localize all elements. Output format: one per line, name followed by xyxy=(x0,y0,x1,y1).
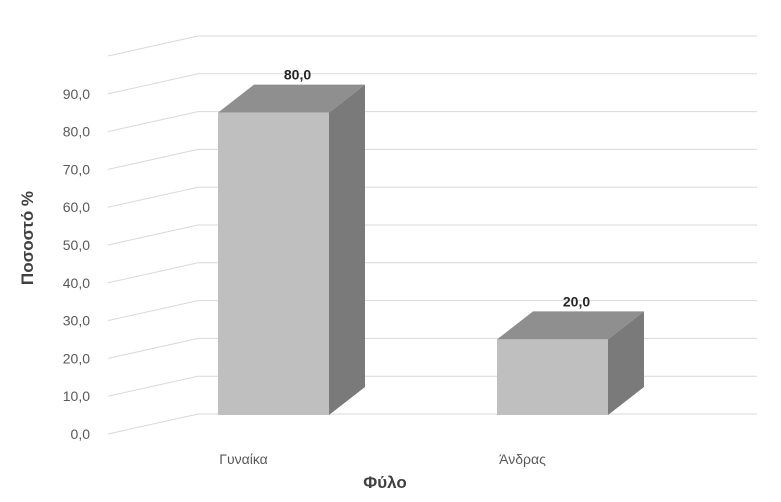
gridline xyxy=(107,111,757,133)
bar-top xyxy=(218,84,365,113)
bar xyxy=(497,339,608,415)
x-axis-title: Φύλο xyxy=(363,473,406,492)
y-tick-label: 80,0 xyxy=(63,124,90,140)
bar xyxy=(218,112,329,415)
y-tick-label: 50,0 xyxy=(63,237,90,253)
gridline xyxy=(107,337,757,359)
gridline xyxy=(107,262,757,284)
y-tick-label: 40,0 xyxy=(63,275,90,291)
bar-top xyxy=(497,311,644,340)
y-tick-label: 30,0 xyxy=(63,313,90,329)
gridlines xyxy=(107,35,757,435)
x-axis-categories: Γυναίκα Άνδρας xyxy=(219,451,546,467)
gridline xyxy=(107,375,757,397)
bar-side xyxy=(608,311,644,415)
y-tick-label: 60,0 xyxy=(63,199,90,215)
bars: 80,0 20,0 xyxy=(218,67,644,415)
x-category-label: Γυναίκα xyxy=(219,451,268,467)
y-tick-label: 10,0 xyxy=(63,388,90,404)
y-tick-label: 70,0 xyxy=(63,161,90,177)
gridline xyxy=(107,186,757,208)
y-tick-label: 0,0 xyxy=(71,426,91,442)
y-tick-label: 90,0 xyxy=(63,86,90,102)
data-label: 80,0 xyxy=(284,67,311,83)
y-axis-title: Ποσοστό % xyxy=(18,191,37,285)
gridline xyxy=(107,413,757,435)
y-axis-ticks: 0,0 10,0 20,0 30,0 40,0 50,0 60,0 70,0 80,0 90,0 xyxy=(63,86,90,442)
y-tick-label: 20,0 xyxy=(63,350,90,366)
gridline xyxy=(107,224,757,246)
gridline xyxy=(107,73,757,95)
gridline xyxy=(107,300,757,322)
gridline xyxy=(107,148,757,170)
bar-side xyxy=(329,84,365,415)
data-label: 20,0 xyxy=(563,293,590,309)
x-category-label: Άνδρας xyxy=(499,451,546,467)
gridline xyxy=(107,35,757,57)
